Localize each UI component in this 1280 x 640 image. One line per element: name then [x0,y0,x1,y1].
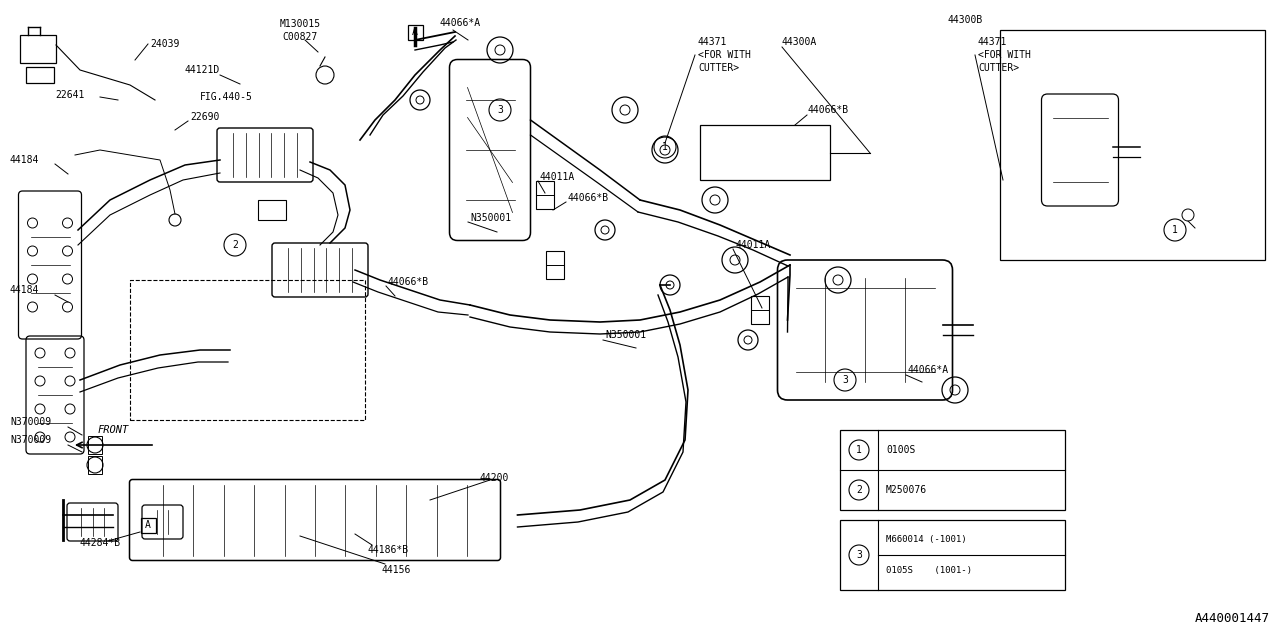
Text: 3: 3 [842,375,847,385]
Text: 44184: 44184 [10,155,40,165]
Text: A: A [412,27,419,37]
Text: 44371: 44371 [698,37,727,47]
Bar [26,67,54,83]
Bar [407,24,422,40]
Text: 24039: 24039 [150,39,179,49]
Bar [141,518,155,532]
Bar [88,456,102,474]
Text: 44156: 44156 [381,565,411,575]
Text: CUTTER>: CUTTER> [978,63,1019,73]
Text: <FOR WITH: <FOR WITH [978,50,1030,60]
Bar [20,35,56,63]
Text: 2: 2 [856,485,861,495]
Text: 44011A: 44011A [540,172,575,182]
Text: 44121D: 44121D [184,65,220,75]
Text: FIG.440-5: FIG.440-5 [200,92,253,102]
Bar [751,296,769,324]
Text: 44066*A: 44066*A [908,365,950,375]
Text: 44371: 44371 [978,37,1007,47]
Text: 44300B: 44300B [948,15,983,25]
Text: M250076: M250076 [886,485,927,495]
Text: N350001: N350001 [470,213,511,223]
Text: M660014 (-1001): M660014 (-1001) [886,535,966,544]
Text: 0100S: 0100S [886,445,915,455]
Text: 22690: 22690 [189,112,219,122]
Text: 3: 3 [497,105,503,115]
Text: FRONT: FRONT [97,425,128,435]
Text: 44066*A: 44066*A [440,18,481,28]
Text: 44200: 44200 [480,473,509,483]
Text: 44066*B: 44066*B [568,193,609,203]
Text: A440001447: A440001447 [1196,612,1270,625]
Bar [547,251,564,279]
Text: <FOR WITH: <FOR WITH [698,50,751,60]
Text: M130015: M130015 [279,19,320,29]
Text: 44186*B: 44186*B [369,545,410,555]
Text: N350001: N350001 [605,330,646,340]
Text: A: A [145,520,151,530]
Bar [700,125,829,180]
Bar [840,430,1065,510]
Text: 44184: 44184 [10,285,40,295]
Text: N370009: N370009 [10,417,51,427]
Text: 22641: 22641 [55,90,84,100]
Text: 0105S    (1001-): 0105S (1001-) [886,566,972,575]
Text: CUTTER>: CUTTER> [698,63,739,73]
Text: 1: 1 [1172,225,1178,235]
Bar [840,520,1065,590]
Text: 1: 1 [856,445,861,455]
Text: 3: 3 [856,550,861,560]
Text: 44011A: 44011A [735,240,771,250]
Bar [1000,30,1265,260]
Bar [259,200,285,220]
Text: 44066*B: 44066*B [388,277,429,287]
Bar [536,181,554,209]
Text: C00827: C00827 [283,32,317,42]
Text: 44300A: 44300A [782,37,817,47]
Text: 2: 2 [232,240,238,250]
Bar [88,436,102,454]
Text: 44284*B: 44284*B [79,538,122,548]
Text: N370009: N370009 [10,435,51,445]
Text: 1: 1 [662,142,668,152]
Bar [131,280,365,420]
Text: 44066*B: 44066*B [808,105,849,115]
